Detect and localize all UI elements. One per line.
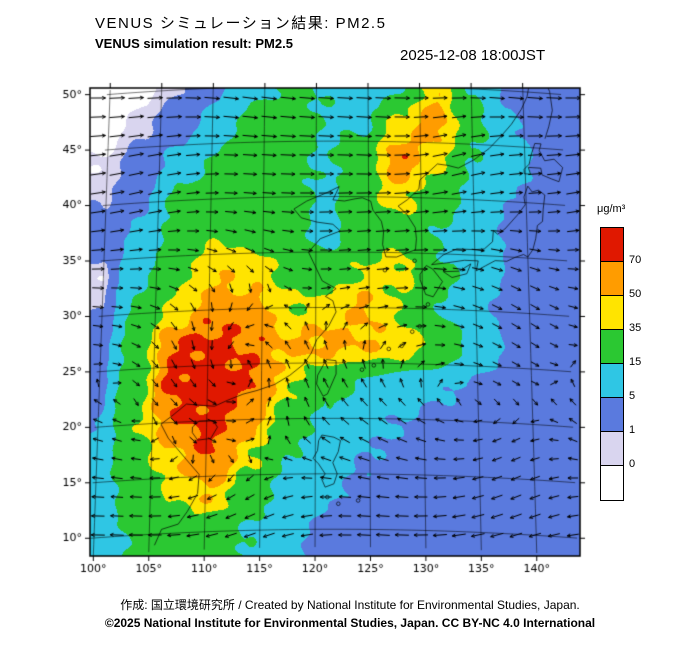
colorbar-segment [601, 262, 623, 296]
colorbar-segment [601, 364, 623, 398]
colorbar-tick-label: 70 [629, 254, 642, 266]
colorbar-tick-label: 1 [629, 424, 636, 436]
colorbar-segment [601, 296, 623, 330]
colorbar-tick-label: 0 [629, 458, 636, 470]
colorbar: 70 50 35 15 5 1 0 [600, 227, 660, 517]
colorbar-segment [601, 432, 623, 466]
colorbar-tick-label: 50 [629, 288, 642, 300]
title-english: VENUS simulation result: PM2.5 [95, 36, 293, 51]
colorbar-segment [601, 466, 623, 500]
credit-line: 作成: 国立環境研究所 / Created by National Instit… [120, 598, 580, 612]
colorbar-scale [600, 227, 624, 501]
colorbar-tick-label: 15 [629, 356, 642, 368]
colorbar-segment [601, 228, 623, 262]
colorbar-tick-label: 35 [629, 322, 642, 334]
copyright-line: ©2025 National Institute for Environment… [104, 616, 596, 630]
colorbar-unit-label: μg/m³ [597, 203, 626, 215]
colorbar-segment [601, 330, 623, 364]
timestamp: 2025-12-08 18:00JST [400, 47, 546, 64]
title-japanese: VENUS シミュレーション結果: PM2.5 [95, 15, 387, 32]
colorbar-segment [601, 398, 623, 432]
colorbar-tick-label: 5 [629, 390, 636, 402]
